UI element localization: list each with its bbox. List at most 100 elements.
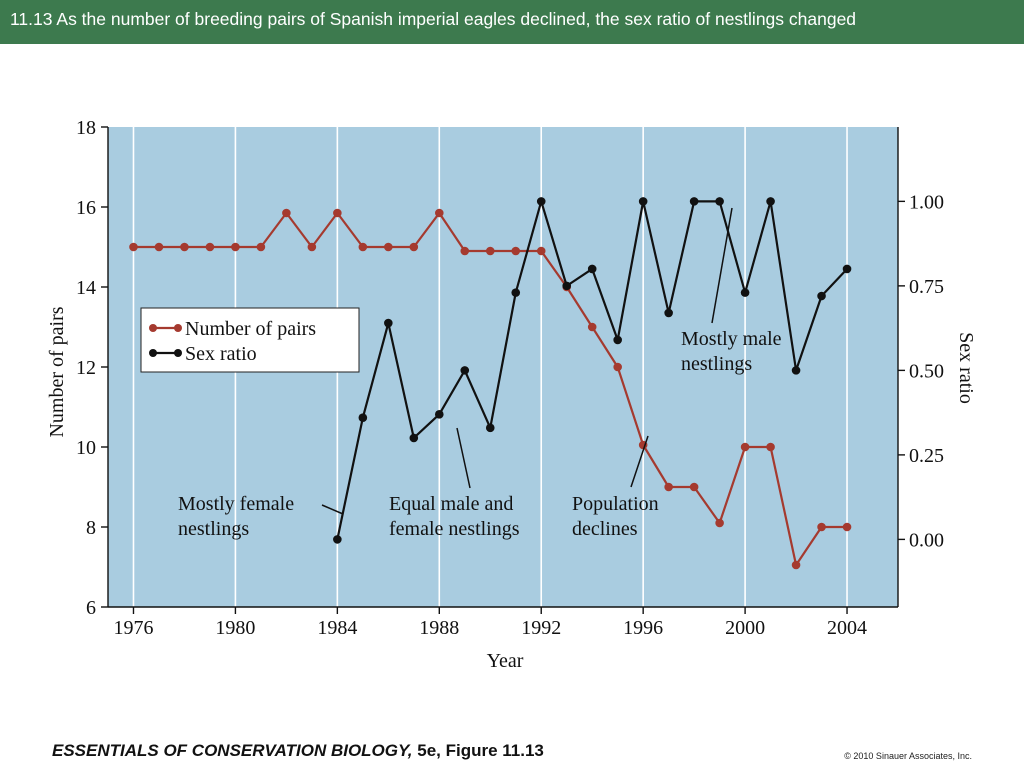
- data-point: [664, 482, 673, 492]
- annotation-text: nestlings: [178, 518, 249, 540]
- annotation-text: Mostly male: [681, 328, 782, 350]
- legend-label-ratio: Sex ratio: [185, 343, 257, 365]
- x-tick-label: 2000: [725, 617, 765, 639]
- legend: Number of pairs Sex ratio: [140, 307, 360, 373]
- book-edition: 5e, Figure 11.13: [412, 741, 544, 760]
- y-tick-label-right: 1.00: [909, 191, 944, 213]
- chart: 1976 1980 1984 1988 1992 1996 2000 2004 6 8 10 12 14…: [46, 117, 977, 672]
- axes: 1976 1980 1984 1988 1992 1996 2000 2004 6 8 10 12 14…: [76, 117, 944, 639]
- annotation-text: Mostly female: [178, 493, 294, 515]
- data-point: [715, 197, 724, 206]
- data-point: [460, 366, 470, 375]
- data-point: [205, 242, 215, 252]
- data-point: [358, 413, 368, 423]
- annotation-equal: Equal male and female nestlings: [389, 427, 520, 540]
- book-title: ESSENTIALS OF CONSERVATION BIOLOGY,: [52, 741, 413, 760]
- annotation-text: Equal male and: [389, 493, 513, 515]
- y-tick-label-right: 0.75: [909, 276, 944, 298]
- y-tick-label-left: 14: [76, 277, 96, 299]
- y-tick-label-left: 6: [86, 597, 96, 619]
- y-tick-label-left: 10: [76, 437, 96, 459]
- data-point: [740, 288, 750, 297]
- data-point: [384, 242, 393, 252]
- annotation-population-declines: Population declines: [572, 435, 659, 540]
- data-point: [384, 318, 393, 328]
- data-point: [791, 366, 801, 375]
- data-point: [409, 242, 419, 252]
- annotation-leader: [456, 427, 471, 489]
- data-point: [536, 197, 546, 206]
- annotation-text: nestlings: [681, 353, 752, 375]
- data-point: [511, 288, 521, 297]
- data-point: [689, 197, 699, 206]
- footer-book-title: ESSENTIALS OF CONSERVATION BIOLOGY, 5e, …: [52, 741, 544, 761]
- x-tick-label: 1988: [419, 617, 459, 639]
- data-point: [460, 246, 470, 256]
- data-point: [485, 246, 495, 256]
- y-tick-label-right: 0.50: [909, 360, 944, 382]
- legend-marker-ratio: [149, 349, 157, 357]
- annotation-mostly-male: Mostly male nestlings: [681, 207, 782, 375]
- data-point: [740, 442, 750, 452]
- y-axis-title-left: Number of pairs: [46, 306, 68, 437]
- data-point: [766, 442, 775, 452]
- data-point: [689, 482, 699, 492]
- y-tick-label-left: 16: [76, 197, 96, 219]
- data-point: [485, 423, 495, 433]
- data-point: [613, 362, 622, 372]
- annotation-text: female nestlings: [389, 518, 520, 540]
- data-point: [511, 246, 521, 256]
- data-point: [231, 242, 240, 252]
- data-point: [817, 291, 826, 301]
- data-point: [587, 322, 597, 332]
- page-title: 11.13 As the number of breeding pairs of…: [10, 9, 857, 29]
- data-point: [664, 308, 673, 318]
- y-tick-label-left: 12: [76, 357, 96, 379]
- data-point: [256, 242, 266, 252]
- annotation-text: Population: [572, 493, 659, 515]
- y-axis-title-right: Sex ratio: [955, 332, 977, 404]
- annotation-leader: [711, 207, 733, 324]
- data-point: [434, 208, 444, 218]
- data-point: [613, 335, 622, 345]
- x-tick-label: 1992: [521, 617, 561, 639]
- data-point: [409, 433, 419, 443]
- data-point: [333, 535, 342, 544]
- legend-box: [140, 307, 360, 373]
- data-point: [358, 242, 368, 252]
- copyright-notice: © 2010 Sinauer Associates, Inc.: [844, 751, 972, 761]
- data-point: [154, 242, 164, 252]
- annotation-text: declines: [572, 518, 638, 540]
- x-tick-label: 1996: [623, 617, 663, 639]
- header-bar: 11.13 As the number of breeding pairs of…: [0, 0, 1024, 44]
- data-point: [715, 518, 724, 528]
- y-tick-label-right: 0.00: [909, 529, 944, 551]
- x-tick-label: 2004: [827, 617, 867, 639]
- y-tick-label-left: 8: [86, 517, 96, 539]
- data-point: [638, 197, 648, 206]
- y-tick-label-left: 18: [76, 117, 96, 139]
- x-axis-title: Year: [487, 650, 524, 672]
- data-point: [129, 242, 138, 252]
- data-point: [817, 522, 826, 532]
- data-point: [333, 208, 342, 218]
- data-point: [434, 410, 444, 419]
- data-point: [307, 242, 317, 252]
- legend-marker-pairs: [174, 324, 182, 332]
- legend-marker-pairs: [149, 324, 157, 332]
- series-number-of-pairs: [129, 208, 852, 570]
- data-point: [562, 281, 572, 291]
- annotation-leader: [630, 435, 649, 488]
- data-point: [536, 246, 546, 256]
- data-point: [791, 560, 801, 570]
- y-tick-label-right: 0.25: [909, 445, 944, 467]
- data-point: [587, 264, 597, 274]
- annotation-leader: [321, 504, 344, 515]
- series-sex-ratio: [333, 197, 852, 544]
- data-point: [766, 197, 775, 206]
- data-point: [842, 264, 852, 274]
- data-point: [842, 522, 852, 532]
- data-point: [180, 242, 189, 252]
- x-tick-label: 1984: [317, 617, 357, 639]
- data-point: [282, 208, 291, 218]
